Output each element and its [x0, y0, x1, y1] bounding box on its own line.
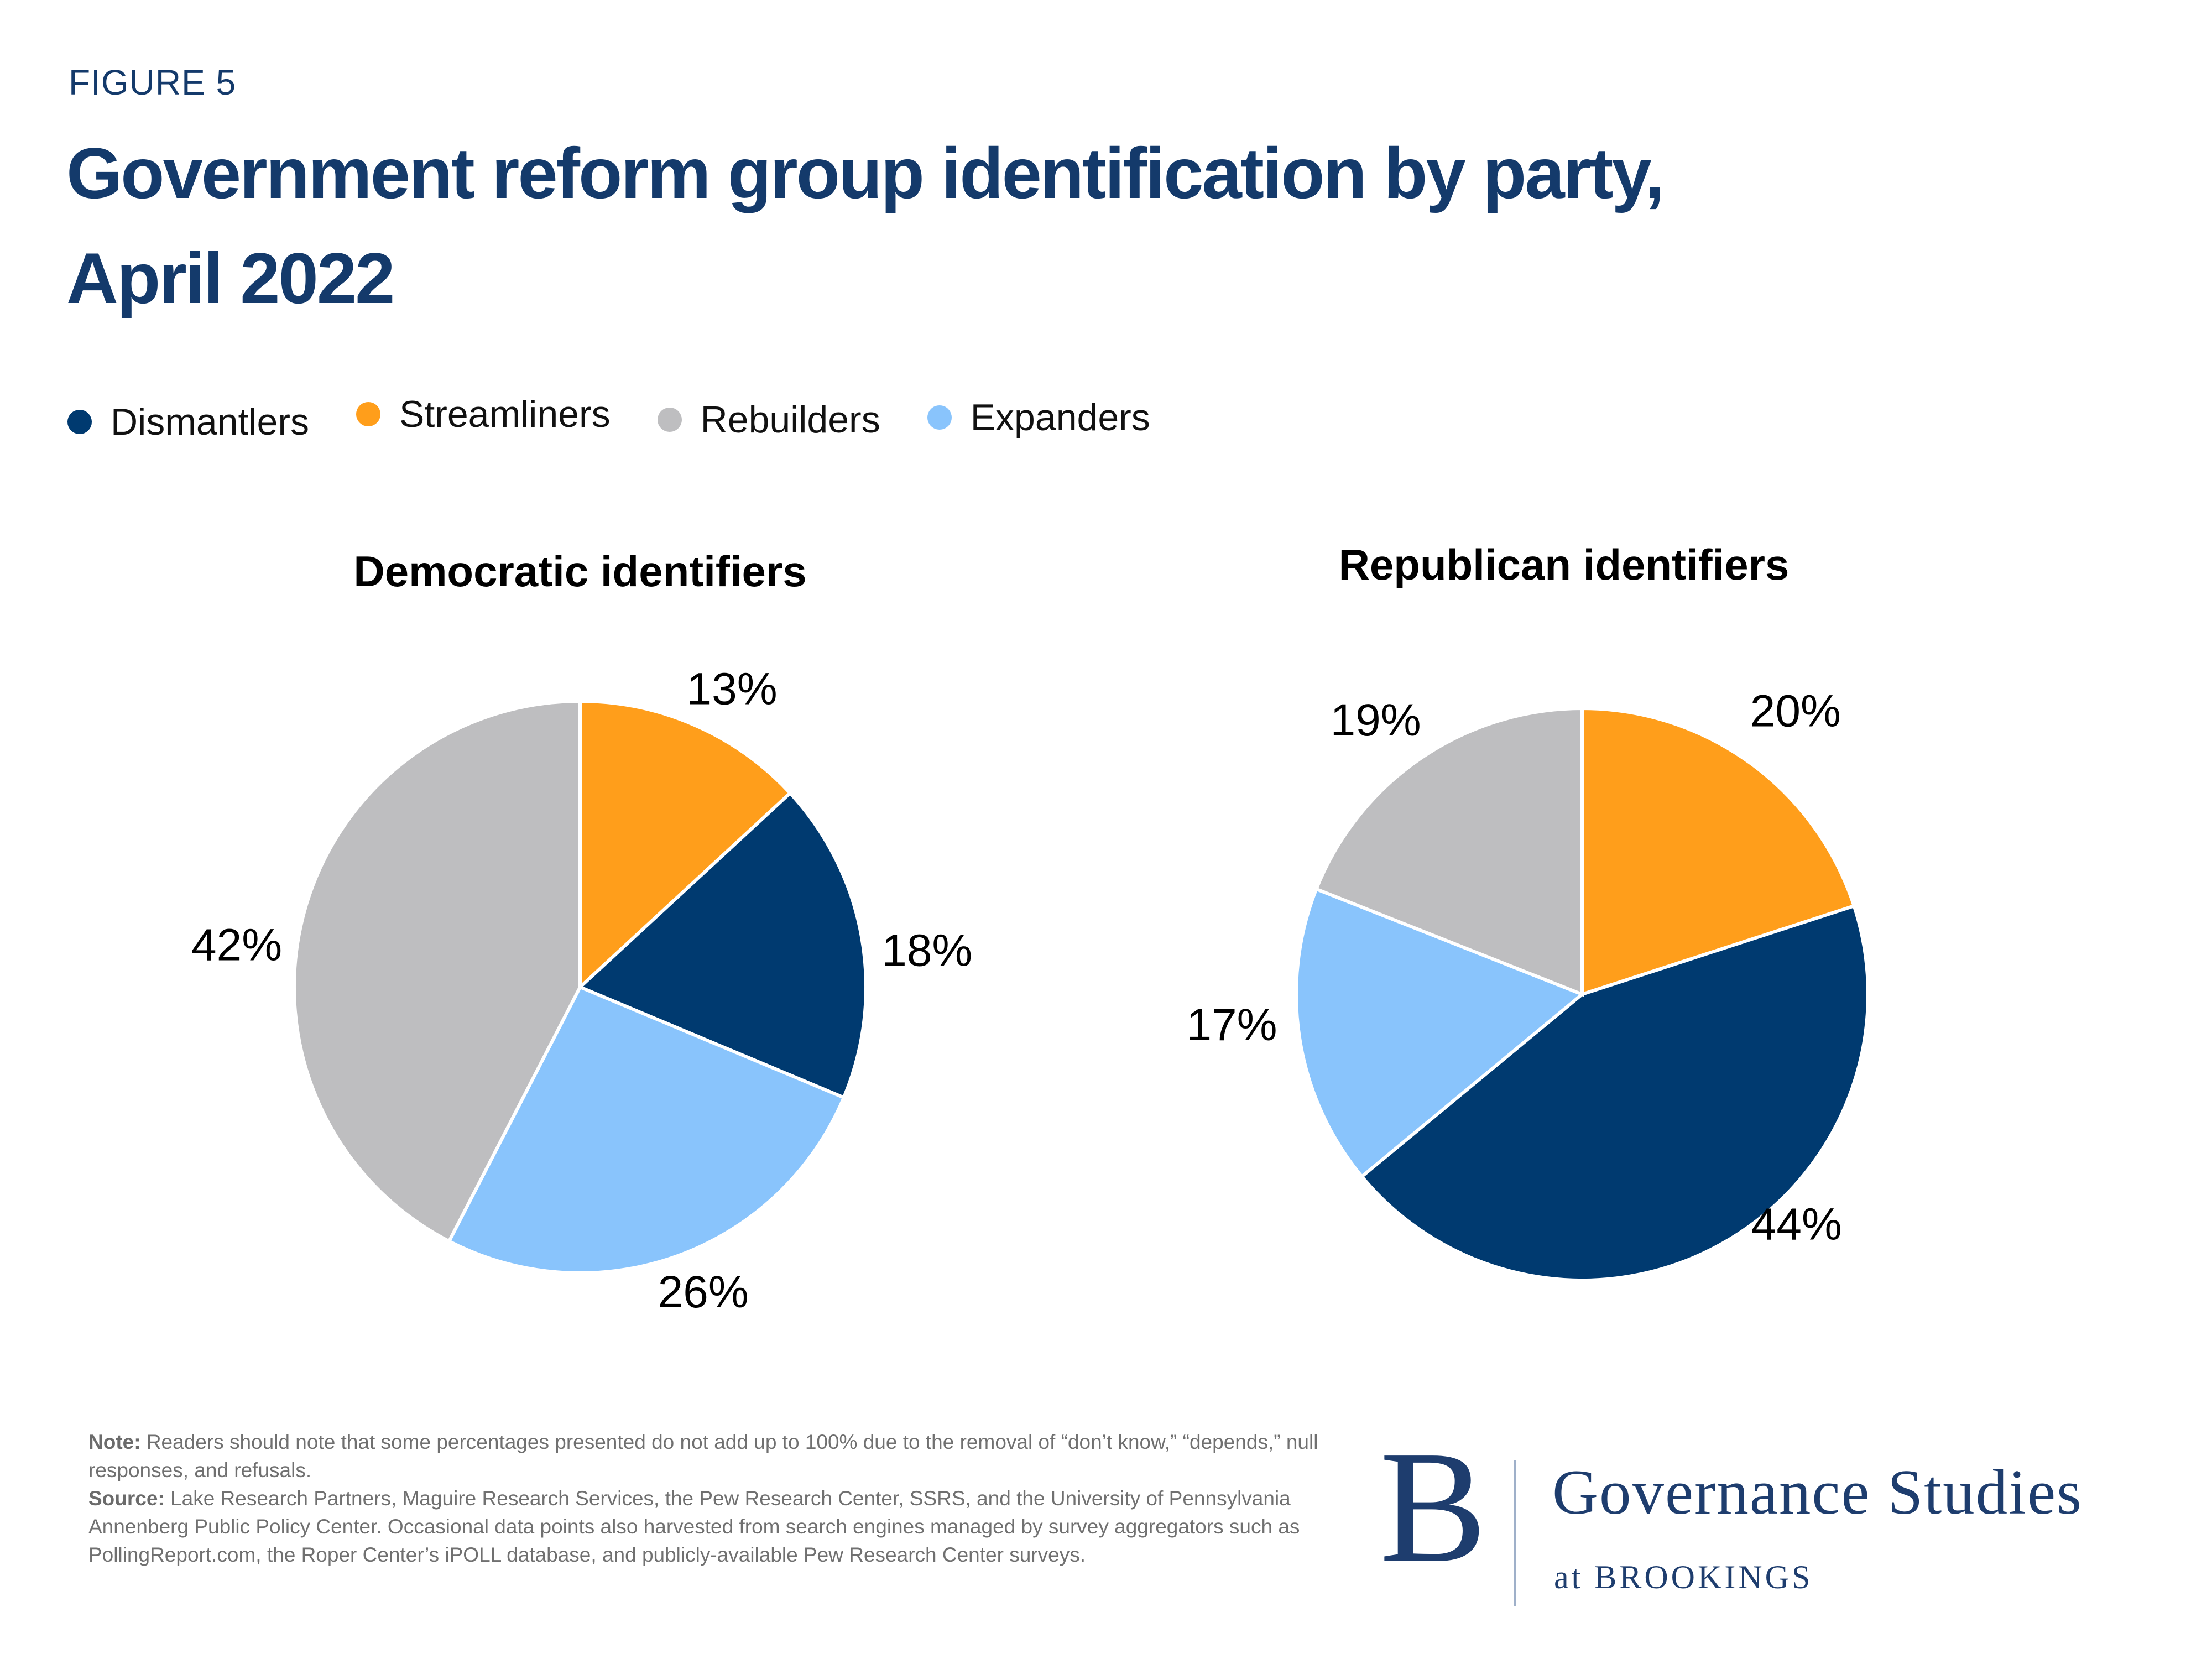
legend-item-label: Dismantlers: [111, 401, 309, 443]
chart-title-republican: Republican identifiers: [1338, 540, 1790, 589]
brookings-b-monogram-icon: B: [1380, 1418, 1487, 1595]
pie-slice-streamliners: [578, 699, 793, 991]
logo-divider: [1514, 1460, 1516, 1606]
legend-item-rebuilders: Rebuilders: [657, 398, 880, 441]
page-title: Government reform group identification b…: [66, 121, 2057, 331]
pie-slice-rebuilders: [292, 699, 582, 1244]
legend-item-label: Expanders: [970, 397, 1150, 439]
legend-dot-icon: [927, 405, 952, 430]
slice-percent-label: 19%: [1331, 695, 1421, 745]
note-label: Note:: [88, 1431, 141, 1453]
slice-percent-label: 26%: [658, 1267, 749, 1317]
pie-slice-streamliners: [1580, 706, 1856, 997]
logo-org-name: Governance Studies: [1552, 1457, 2083, 1527]
note-block: Note: Readers should note that some perc…: [88, 1428, 1344, 1569]
pie-slice-expanders: [1295, 886, 1585, 1179]
source-label: Source:: [88, 1487, 165, 1510]
slice-percent-label: 44%: [1751, 1199, 1842, 1249]
pie-slice-dismantlers: [1359, 904, 1870, 1282]
page-title-line1: Government reform group identification b…: [66, 133, 1665, 213]
pie-slice-expanders: [447, 985, 846, 1275]
pie-chart-republican: 20% 44% 17% 19%: [1186, 686, 1870, 1282]
legend-item-dismantlers: Dismantlers: [67, 400, 309, 444]
logo-org-suffix: at BROOKINGS: [1554, 1559, 1813, 1595]
page-title-line2: April 2022: [66, 238, 395, 319]
source-text: Source: Lake Research Partners, Maguire …: [88, 1487, 1300, 1566]
legend-item-expanders: Expanders: [927, 396, 1150, 439]
pie-chart-democratic: 13% 18% 26% 42%: [191, 664, 972, 1317]
legend-dot-icon: [67, 410, 92, 434]
slice-percent-label: 42%: [191, 920, 282, 970]
pie-slice-dismantlers: [577, 790, 868, 1100]
legend: Dismantlers Streamliners Rebuilders Expande…: [67, 393, 1150, 450]
figure-label: FIGURE 5: [69, 62, 237, 102]
slice-percent-label: 17%: [1186, 1000, 1277, 1050]
legend-item-streamliners: Streamliners: [356, 393, 611, 436]
pie-slice-rebuilders: [1314, 706, 1584, 997]
legend-item-label: Streamliners: [399, 393, 611, 435]
slice-percent-label: 13%: [687, 664, 778, 714]
slice-percent-label: 18%: [881, 926, 972, 976]
legend-dot-icon: [356, 402, 380, 426]
chart-title-democratic: Democratic identifiers: [353, 547, 807, 596]
note-text: Note: Readers should note that some perc…: [88, 1431, 1318, 1481]
slice-percent-label: 20%: [1750, 686, 1841, 737]
legend-item-label: Rebuilders: [700, 399, 880, 441]
brookings-logo: B Governance Studies at BROOKINGS: [1371, 1427, 2179, 1615]
legend-dot-icon: [657, 408, 682, 432]
